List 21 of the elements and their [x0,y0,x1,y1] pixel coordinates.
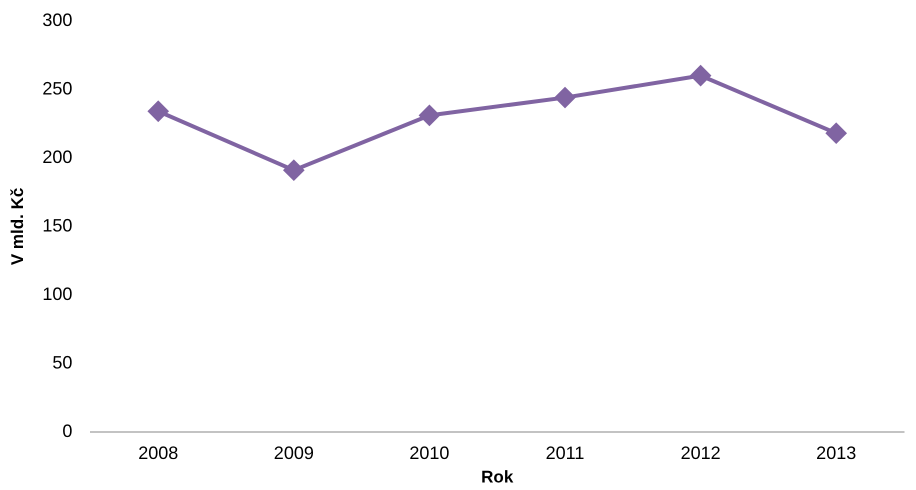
y-tick-label: 0 [62,420,72,441]
y-tick-label: 300 [42,10,72,30]
x-axis-title: Rok [481,467,514,486]
x-tick-label: 2010 [409,442,450,463]
point [148,101,168,122]
point [826,123,846,144]
y-tick-label: 250 [42,78,72,98]
point [555,88,576,108]
x-tick-label: 2008 [138,442,178,463]
x-tick-label: 2012 [680,442,721,463]
y-tick-label: 50 [52,352,72,372]
y-tick-label: 100 [42,284,72,304]
point [284,160,304,180]
x-tick-label: 2013 [816,442,856,463]
point [419,105,440,126]
point [690,66,711,86]
y-tick-label: 200 [42,146,72,167]
x-tick-label: 2011 [546,442,584,463]
y-axis-title: V mld. Kč [8,188,27,266]
x-tick-label: 2009 [274,442,314,463]
y-tick-label: 150 [42,215,72,236]
